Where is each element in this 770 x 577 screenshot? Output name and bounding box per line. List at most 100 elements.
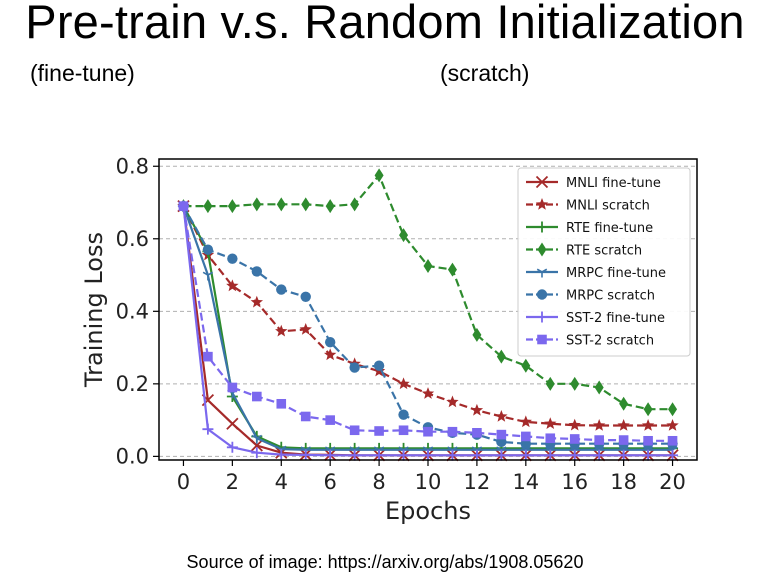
series-sst-2-scratch <box>178 201 678 446</box>
data-point-mnli-scratch <box>666 419 679 431</box>
data-point-mnli-scratch <box>275 324 288 337</box>
y-tick-label: 0.4 <box>116 299 149 323</box>
x-tick-label: 14 <box>512 470 539 494</box>
data-point-sst-2-scratch <box>594 435 604 445</box>
data-point-rte-scratch <box>447 262 457 277</box>
data-point-sst-2-fine-tune <box>471 449 483 461</box>
data-point-sst-2-scratch <box>472 428 482 438</box>
data-point-rte-scratch <box>545 376 555 391</box>
data-point-sst-2-scratch <box>325 415 335 425</box>
data-point-mnli-scratch <box>495 409 508 422</box>
data-point-sst-2-scratch <box>178 201 189 211</box>
x-tick-label: 2 <box>226 470 239 494</box>
data-point-mnli-scratch <box>421 387 435 399</box>
data-point-sst-2-fine-tune <box>593 449 605 461</box>
x-tick-label: 0 <box>177 470 190 494</box>
axis-ticks: 0.0 0.2 0.4 0.6 0.8 0 2 4 6 8 10 12 14 16 18 20 <box>116 154 686 494</box>
x-tick-label: 4 <box>275 470 288 494</box>
x-tick-label: 6 <box>323 470 336 494</box>
data-point-sst-2-scratch <box>300 411 311 422</box>
data-point-rte-scratch <box>643 402 653 417</box>
x-axis-title: Epochs <box>385 497 471 525</box>
legend-marker-mrpc-scratch <box>536 289 548 300</box>
y-axis-title: Training Loss <box>80 232 108 388</box>
legend: MNLI fine-tune MNLI scratch RTE fine-tune R… <box>517 167 691 357</box>
data-point-mnli-scratch <box>299 322 312 335</box>
data-point-mnli-scratch <box>641 419 655 431</box>
legend-label-mrpc-fine-tune: MRPC fine-tune <box>566 266 666 281</box>
data-point-sst-2-fine-tune <box>618 449 630 461</box>
data-point-sst-2-fine-tune <box>300 449 312 461</box>
legend-label-mnli-fine-tune: MNLI fine-tune <box>566 176 661 191</box>
data-point-mnli-scratch <box>617 419 630 431</box>
data-point-sst-2-fine-tune <box>226 441 238 453</box>
data-point-rte-scratch <box>472 327 482 342</box>
data-point-rte-scratch <box>399 228 409 243</box>
data-point-sst-2-scratch <box>545 433 556 444</box>
data-point-rte-scratch <box>594 380 604 395</box>
legend-label-sst-2-fine-tune: SST-2 fine-tune <box>566 311 665 326</box>
legend-box <box>517 167 691 357</box>
series-line-sst-2-scratch <box>182 205 673 442</box>
y-tick-label: 0.6 <box>116 227 149 251</box>
legend-marker-mnli-scratch <box>535 198 549 210</box>
x-tick-label: 12 <box>464 470 491 494</box>
legend-marker-mrpc-fine-tune <box>536 268 548 278</box>
data-point-sst-2-scratch <box>252 391 262 402</box>
series-sst-2-fine-tune <box>177 200 679 461</box>
data-point-mnli-scratch <box>226 279 239 292</box>
data-point-sst-2-scratch <box>643 435 653 446</box>
data-point-sst-2-fine-tune <box>349 449 361 461</box>
x-tick-label: 18 <box>610 470 637 494</box>
data-point-mnli-scratch <box>519 415 532 428</box>
data-point-sst-2-scratch <box>203 351 213 362</box>
data-point-rte-scratch <box>350 197 360 212</box>
data-point-rte-scratch <box>496 349 506 364</box>
data-point-sst-2-scratch <box>667 435 678 446</box>
data-point-mnli-scratch <box>250 295 263 308</box>
legend-marker-sst-2-fine-tune <box>536 311 548 323</box>
data-point-mrpc-fine-tune <box>202 271 214 281</box>
legend-marker-rte-scratch <box>537 242 547 257</box>
data-point-sst-2-fine-tune <box>569 449 581 461</box>
data-point-rte-scratch <box>325 199 335 214</box>
y-tick-label: 0.2 <box>116 372 149 396</box>
series-rte-scratch <box>178 168 678 417</box>
data-point-rte-scratch <box>276 197 286 212</box>
data-point-sst-2-scratch <box>496 429 507 440</box>
data-point-mrpc-scratch <box>373 360 385 371</box>
data-point-sst-2-fine-tune <box>275 449 287 461</box>
data-point-sst-2-scratch <box>227 382 238 393</box>
y-tick-label: 0.0 <box>116 444 149 468</box>
data-point-rte-scratch <box>668 402 678 417</box>
data-point-mrpc-scratch <box>251 266 263 277</box>
slide-title: Pre-train v.s. Random Initialization <box>25 0 745 48</box>
data-point-mnli-fine-tune <box>226 417 239 430</box>
data-point-mnli-scratch <box>470 403 484 416</box>
data-point-mnli-scratch <box>446 395 459 408</box>
data-point-sst-2-fine-tune <box>202 423 214 435</box>
data-point-mrpc-scratch <box>276 284 287 295</box>
data-point-rte-scratch <box>521 358 531 373</box>
data-point-mnli-scratch <box>397 377 410 390</box>
data-point-sst-2-scratch <box>423 426 433 437</box>
image-source-caption: Source of image: https://arxiv.org/abs/1… <box>186 552 584 572</box>
data-point-mnli-scratch <box>568 418 581 431</box>
legend-marker-mnli-fine-tune <box>535 175 549 189</box>
data-point-sst-2-fine-tune <box>324 449 336 461</box>
legend-marker-rte-fine-tune <box>536 221 548 233</box>
data-point-sst-2-scratch <box>398 425 409 436</box>
x-tick-label: 20 <box>659 470 686 494</box>
legend-marker-sst-2-scratch <box>537 334 547 345</box>
data-point-sst-2-scratch <box>374 426 384 436</box>
data-point-sst-2-scratch <box>447 426 458 437</box>
data-point-mrpc-scratch <box>300 291 311 303</box>
data-point-mrpc-scratch <box>349 362 360 373</box>
data-point-sst-2-scratch <box>618 435 629 445</box>
series-mnli-scratch <box>177 199 679 431</box>
x-tick-label: 8 <box>372 470 385 494</box>
data-point-mnli-scratch <box>544 417 557 429</box>
subtitle-scratch: (scratch) <box>440 60 530 86</box>
data-point-mnli-fine-tune <box>250 439 263 452</box>
